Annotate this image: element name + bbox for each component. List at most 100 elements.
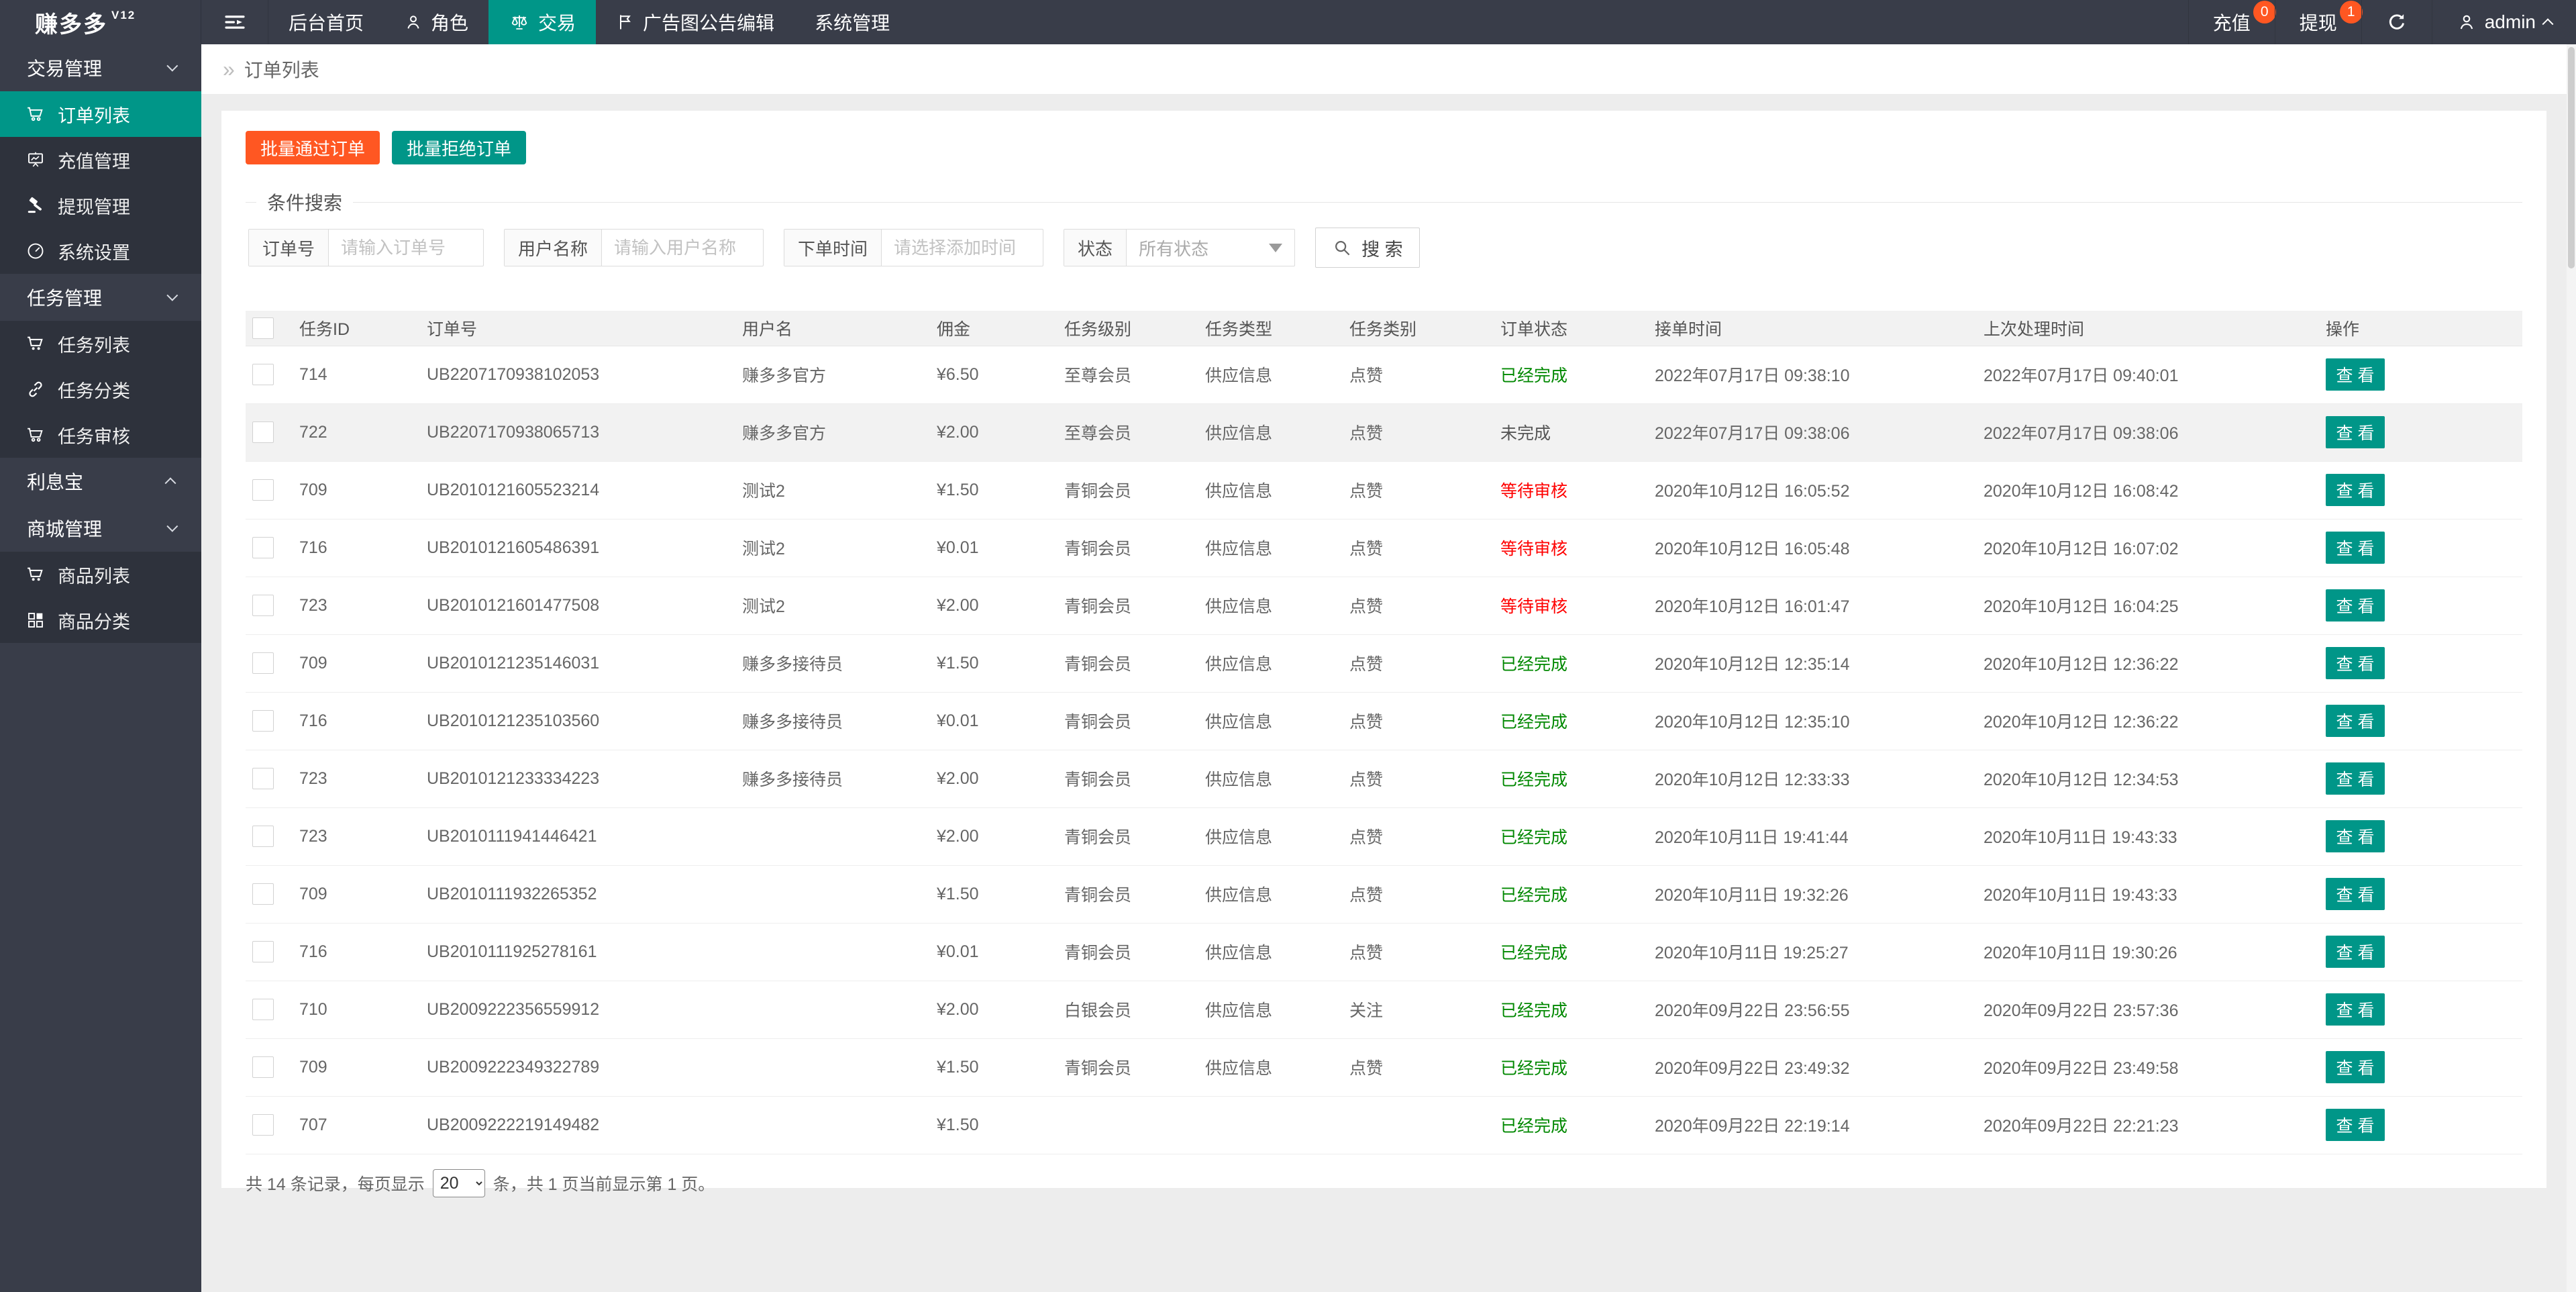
view-button[interactable]: 查 看 — [2326, 647, 2385, 679]
table-row: 709 UB2010121605523214 测试2 ¥1.50 青铜会员 供应… — [246, 461, 2522, 519]
row-checkbox[interactable] — [252, 421, 274, 443]
table-row: 710 UB2009222356559912 ¥2.00 白银会员 供应信息 关… — [246, 981, 2522, 1039]
row-checkbox[interactable] — [252, 537, 274, 558]
search-legend: 条件搜索 — [267, 193, 343, 213]
order-status: 已经完成 — [1500, 1117, 1568, 1136]
order-no-input[interactable] — [329, 230, 484, 266]
refresh-button[interactable] — [2361, 0, 2432, 44]
withdraw-button[interactable]: 提现 1 — [2274, 0, 2363, 44]
status-select-value: 所有状态 — [1139, 238, 1209, 259]
row-checkbox[interactable] — [252, 768, 274, 789]
chevron-icon — [164, 477, 176, 489]
top-nav-item[interactable]: 后台首页 — [268, 0, 384, 44]
app-logo-version: V12 — [111, 9, 136, 21]
row-checkbox[interactable] — [252, 1114, 274, 1136]
order-time-input[interactable] — [882, 230, 1043, 266]
user-menu[interactable]: admin — [2431, 0, 2576, 44]
sidebar-item[interactable]: 商品列表 — [0, 552, 201, 597]
recharge-label: 充值 — [2212, 13, 2251, 34]
view-button[interactable]: 查 看 — [2326, 589, 2385, 622]
column-header: 任务ID — [293, 311, 420, 346]
sidebar-item[interactable]: 任务列表 — [0, 321, 201, 366]
status-field: 状态 所有状态 — [1064, 229, 1296, 266]
sidebar-group[interactable]: 交易管理 — [0, 44, 201, 91]
view-button[interactable]: 查 看 — [2326, 878, 2385, 910]
bulk-reject-button[interactable]: 批量拒绝订单 — [392, 131, 527, 164]
order-status: 等待审核 — [1500, 597, 1568, 616]
sidebar-item[interactable]: 任务分类 — [0, 366, 201, 412]
vertical-scrollbar[interactable] — [2567, 44, 2576, 1292]
chevron-icon — [166, 520, 178, 532]
page-size-select[interactable]: 20 — [432, 1169, 485, 1197]
order-status: 已经完成 — [1500, 828, 1568, 847]
view-button[interactable]: 查 看 — [2326, 416, 2385, 448]
status-select[interactable]: 所有状态 — [1127, 230, 1294, 266]
recharge-button[interactable]: 充值 0 — [2187, 0, 2276, 44]
view-button[interactable]: 查 看 — [2326, 1051, 2385, 1083]
row-checkbox[interactable] — [252, 941, 274, 962]
view-button[interactable]: 查 看 — [2326, 993, 2385, 1026]
cart-solid-icon — [25, 564, 46, 585]
view-button[interactable]: 查 看 — [2326, 936, 2385, 968]
cart-solid-icon — [25, 334, 46, 354]
search-button[interactable]: 搜 索 — [1315, 228, 1420, 268]
sidebar-item[interactable]: 提现管理 — [0, 183, 201, 228]
row-checkbox[interactable] — [252, 595, 274, 616]
table-row: 716 UB2010111925278161 ¥0.01 青铜会员 供应信息 点… — [246, 923, 2522, 981]
table-row: 723 UB2010121233334223 赚多多接待员 ¥2.00 青铜会员… — [246, 750, 2522, 808]
user-name-field: 用户名称 — [504, 229, 764, 266]
sidebar-item[interactable]: 商品分类 — [0, 597, 201, 643]
app-logo[interactable]: 赚多多 V12 — [0, 0, 201, 44]
top-nav-item-label: 角色 — [431, 13, 469, 34]
view-button[interactable]: 查 看 — [2326, 1109, 2385, 1141]
view-button[interactable]: 查 看 — [2326, 820, 2385, 852]
row-checkbox[interactable] — [252, 999, 274, 1020]
view-button[interactable]: 查 看 — [2326, 532, 2385, 564]
user-name: admin — [2484, 11, 2536, 32]
row-checkbox[interactable] — [252, 364, 274, 385]
main-area: » 订单列表 批量通过订单 批量拒绝订单 条件搜索 订单号 用户名称 — [201, 44, 2576, 1292]
row-checkbox[interactable] — [252, 883, 274, 905]
column-header: 用户名 — [735, 311, 930, 346]
view-button[interactable]: 查 看 — [2326, 358, 2385, 391]
person-icon — [404, 13, 423, 32]
top-nav-item[interactable]: 角色 — [384, 0, 488, 44]
top-nav-item[interactable]: 广告图公告编辑 — [596, 0, 794, 44]
sidebar-item[interactable]: 订单列表 — [0, 91, 201, 137]
sidebar-item-label: 订单列表 — [58, 105, 130, 126]
order-status: 已经完成 — [1500, 1001, 1568, 1020]
sidebar-group[interactable]: 任务管理 — [0, 274, 201, 321]
view-button[interactable]: 查 看 — [2326, 762, 2385, 795]
dropdown-arrow-icon — [1269, 243, 1283, 252]
sidebar-group[interactable]: 利息宝 — [0, 458, 201, 505]
row-checkbox[interactable] — [252, 652, 274, 674]
order-status: 等待审核 — [1500, 482, 1568, 501]
bulk-actions: 批量通过订单 批量拒绝订单 — [246, 111, 2522, 164]
row-checkbox[interactable] — [252, 710, 274, 732]
select-all-checkbox[interactable] — [252, 317, 274, 339]
sidebar-item[interactable]: 任务审核 — [0, 412, 201, 458]
view-button[interactable]: 查 看 — [2326, 705, 2385, 737]
order-status: 已经完成 — [1500, 366, 1568, 385]
table-row: 709 UB2010121235146031 赚多多接待员 ¥1.50 青铜会员… — [246, 634, 2522, 693]
row-checkbox[interactable] — [252, 479, 274, 501]
top-nav-item-label: 交易 — [538, 13, 576, 34]
cart-icon — [25, 425, 46, 445]
order-status: 已经完成 — [1500, 944, 1568, 962]
view-button[interactable]: 查 看 — [2326, 474, 2385, 506]
bulk-approve-button[interactable]: 批量通过订单 — [246, 131, 380, 164]
row-checkbox[interactable] — [252, 826, 274, 847]
table-header-row: 任务ID 订单号 用户名 佣金 任务级别 任务类型 任务类别 订单状态 接单时间 上次处理时间 操作 — [246, 311, 2522, 346]
page-title: 订单列表 — [244, 60, 319, 81]
top-nav-item[interactable]: 交易 — [488, 0, 597, 44]
sidebar-group[interactable]: 商城管理 — [0, 505, 201, 552]
sidebar-item[interactable]: 系统设置 — [0, 228, 201, 274]
sidebar-item-label: 提现管理 — [58, 197, 130, 217]
scrollbar-thumb[interactable] — [2568, 47, 2575, 268]
user-name-input[interactable] — [602, 230, 764, 266]
top-nav-item[interactable]: 系统管理 — [794, 0, 910, 44]
top-nav: 后台首页 角色 交易 广告图公告编辑 系统管理 — [268, 0, 910, 44]
sidebar-item[interactable]: 充值管理 — [0, 137, 201, 183]
row-checkbox[interactable] — [252, 1056, 274, 1078]
sidebar-toggle-button[interactable] — [201, 0, 268, 44]
